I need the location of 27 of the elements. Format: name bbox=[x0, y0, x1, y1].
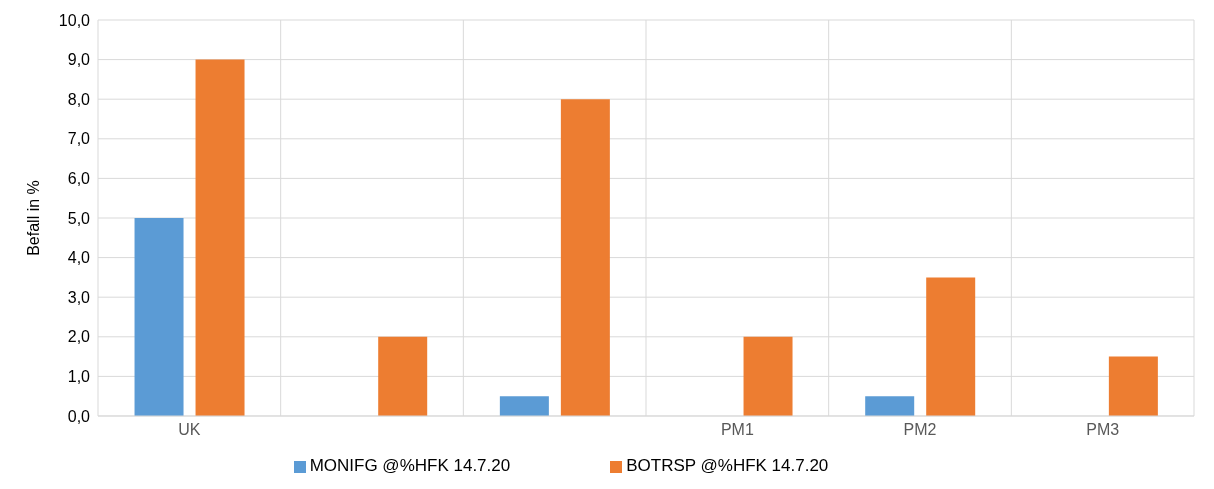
y-tick-label: 9,0 bbox=[67, 51, 91, 69]
x-tick-label: PM1 bbox=[720, 421, 754, 439]
bar bbox=[743, 336, 793, 416]
x-tick-label: PM2 bbox=[903, 421, 937, 439]
y-tick-label: 4,0 bbox=[67, 249, 91, 267]
y-tick-label: 3,0 bbox=[67, 288, 91, 306]
y-tick-label: 2,0 bbox=[67, 328, 91, 346]
bar bbox=[926, 277, 976, 416]
bar bbox=[560, 99, 610, 416]
bar bbox=[195, 59, 245, 416]
y-tick-label: 1,0 bbox=[67, 368, 91, 386]
y-tick-label: 7,0 bbox=[67, 130, 91, 148]
y-tick-label: 8,0 bbox=[67, 90, 91, 108]
bar bbox=[865, 396, 915, 416]
bar bbox=[499, 396, 549, 416]
y-tick-label: 6,0 bbox=[67, 170, 91, 188]
x-tick-label: UK bbox=[178, 421, 201, 439]
bar bbox=[1108, 356, 1158, 416]
x-tick-label: PM3 bbox=[1086, 421, 1120, 439]
bar bbox=[378, 336, 428, 416]
y-axis-title: Befall in % bbox=[24, 180, 42, 256]
legend-label: MONIFG @%HFK 14.7.20 bbox=[309, 456, 511, 475]
bar bbox=[134, 218, 184, 416]
y-tick-label: 0,0 bbox=[67, 407, 91, 425]
y-tick-label: 10,0 bbox=[58, 11, 91, 29]
y-tick-label: 5,0 bbox=[67, 209, 91, 227]
legend-label: BOTRSP @%HFK 14.7.20 bbox=[626, 456, 829, 475]
